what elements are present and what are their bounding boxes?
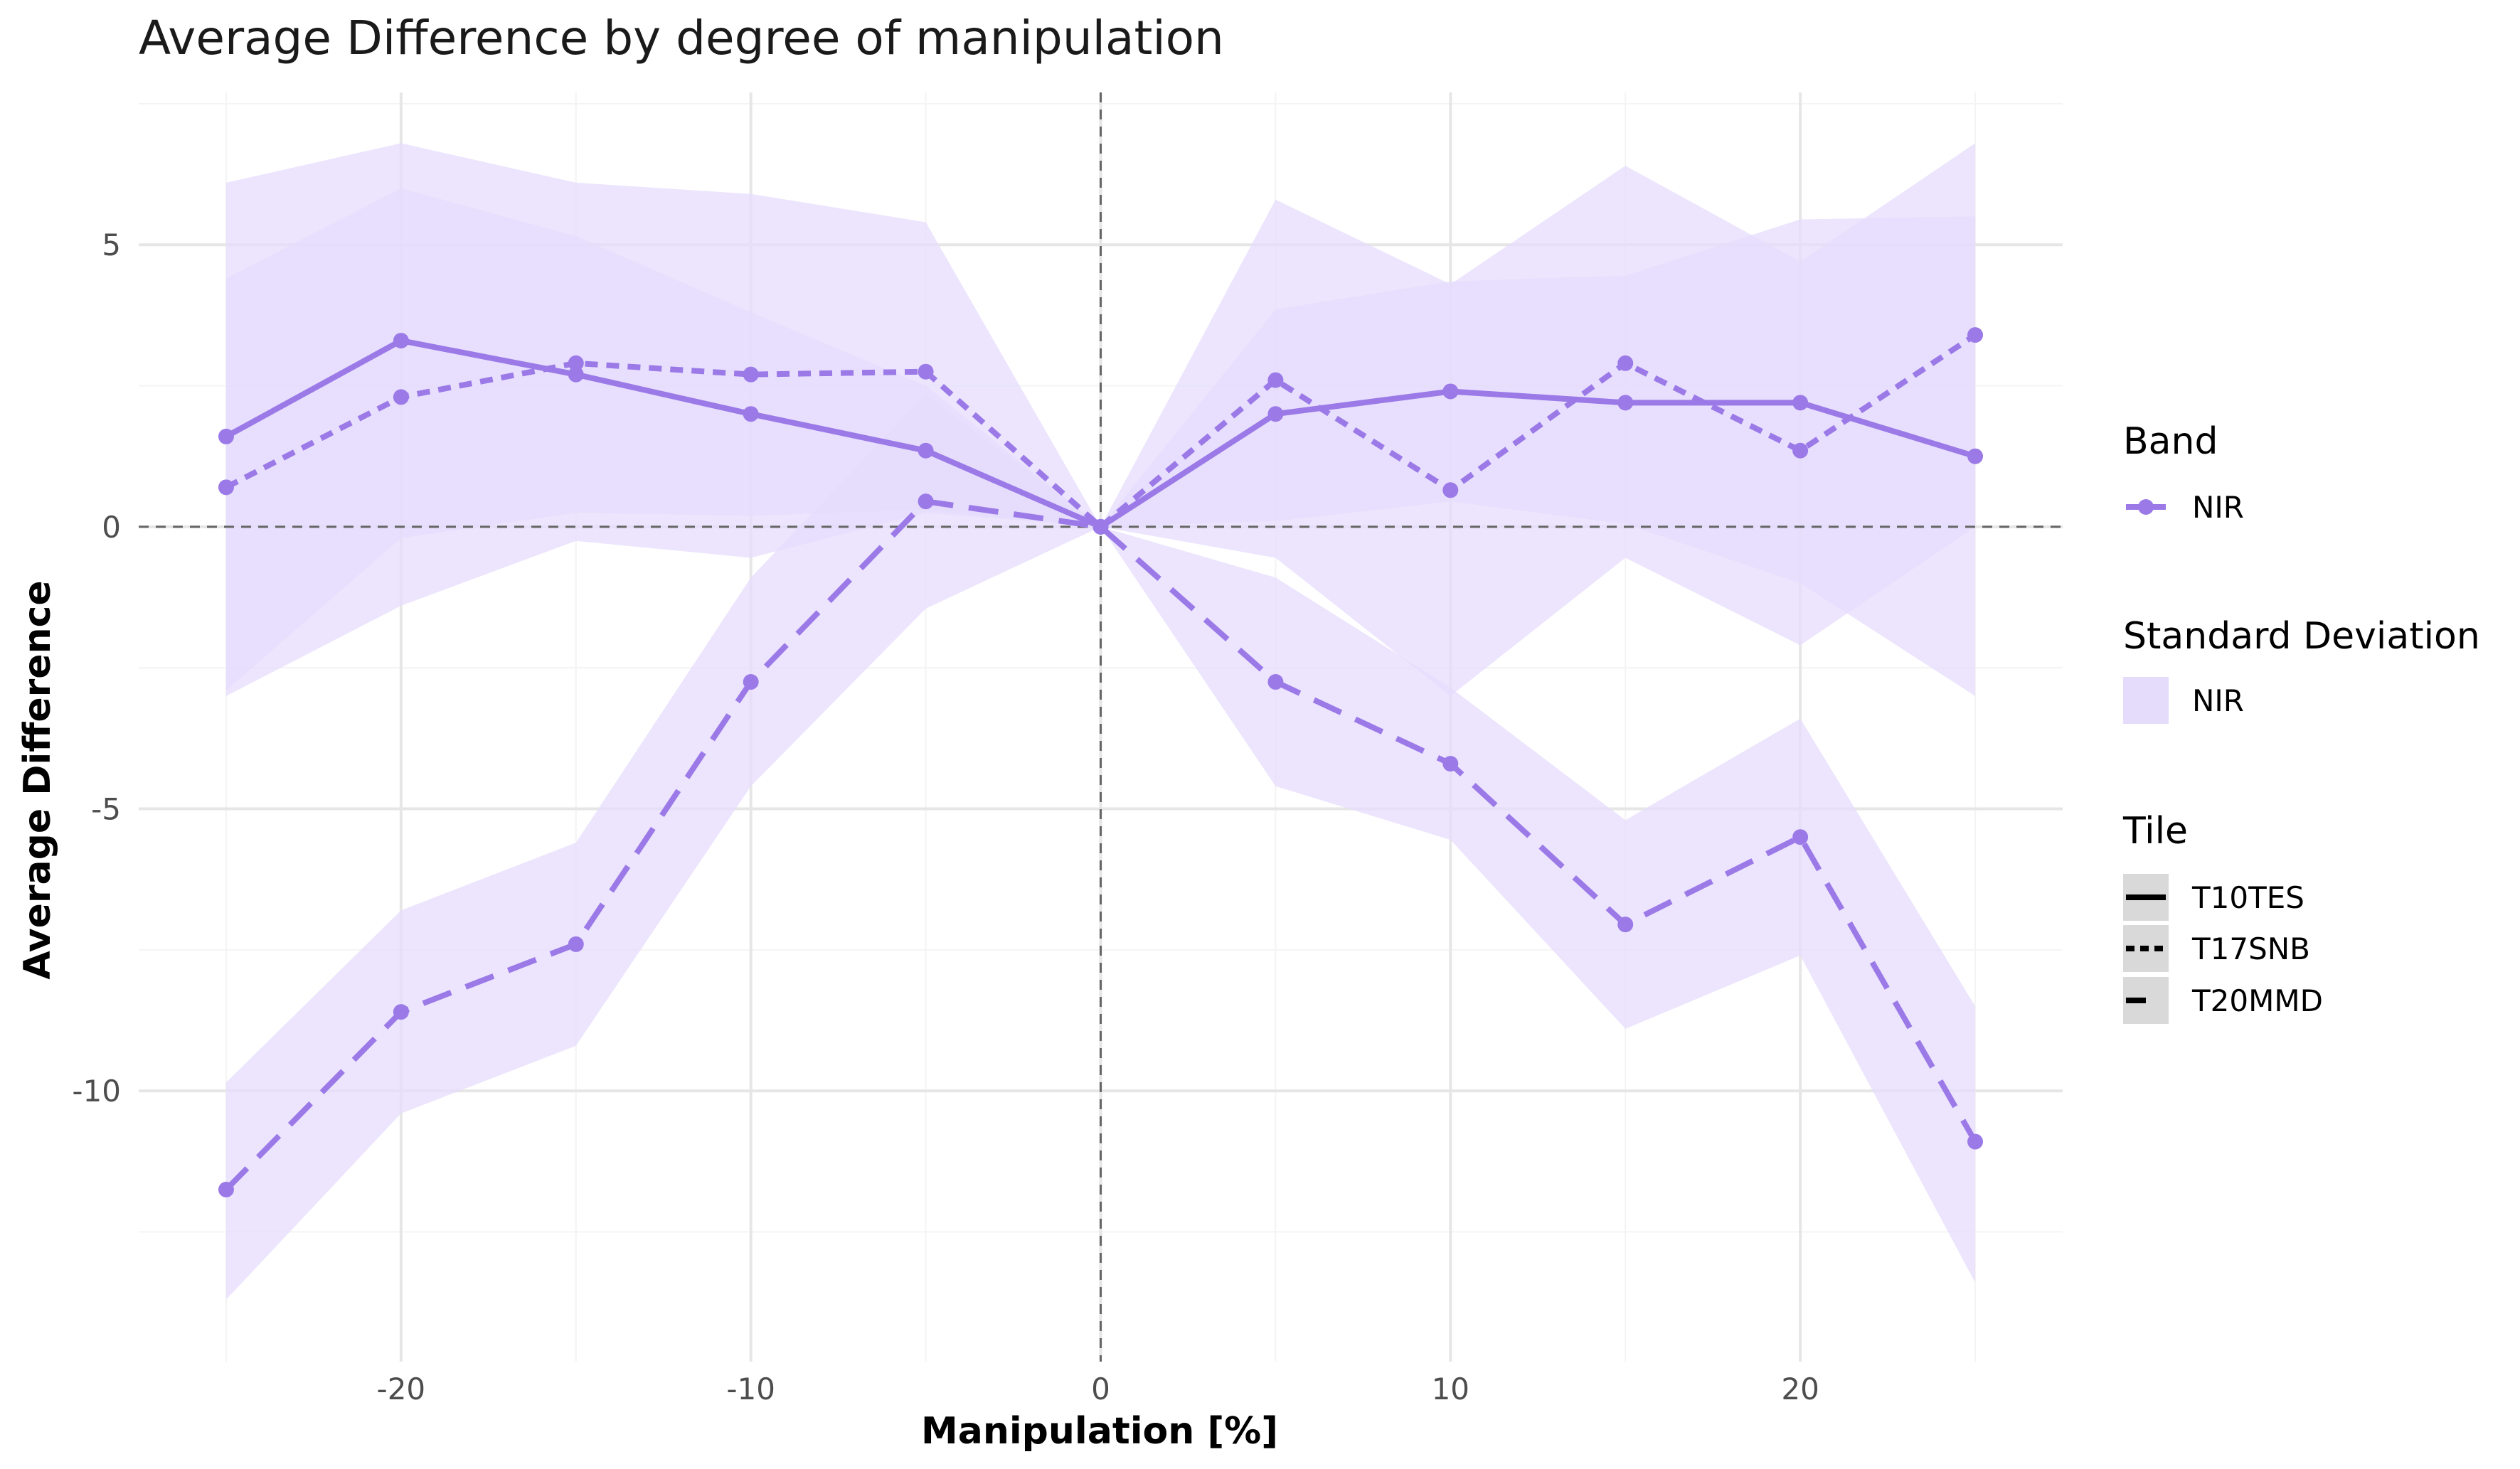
legend-tile-keys <box>2123 874 2169 1024</box>
legend-sd-title: Standard Deviation <box>2123 615 2480 658</box>
data-point-T17SNB-8 <box>1617 355 1634 371</box>
data-point-T20MMD-6 <box>1267 674 1284 690</box>
sd-band-T17SNB <box>225 188 1976 696</box>
legend-band-title: Band <box>2123 420 2218 463</box>
y-tick-label-0: 5 <box>102 228 121 262</box>
legend-band-key <box>2126 499 2166 515</box>
data-point-T17SNB-10 <box>1967 327 1984 343</box>
data-point-T20MMD-3 <box>743 674 759 690</box>
data-point-T17SNB-3 <box>743 366 759 383</box>
x-axis-title: Manipulation [%] <box>921 1410 1278 1453</box>
data-point-T20MMD-0 <box>218 1182 234 1198</box>
legend-tile-label-1: T10TES <box>2191 880 2304 915</box>
data-point-T20MMD-1 <box>393 1004 409 1020</box>
data-point-T17SNB-2 <box>568 355 584 371</box>
legend-sd-key <box>2123 677 2169 724</box>
data-point-T10TES-8 <box>1617 395 1634 411</box>
sd-band-T20MMD <box>225 394 1976 1300</box>
data-point-T20MMD-9 <box>1792 829 1809 845</box>
y-axis-title: Average Difference <box>16 580 59 979</box>
data-point-T20MMD-10 <box>1967 1133 1984 1150</box>
x-tick-label-1: -10 <box>726 1372 775 1406</box>
x-tick-label-2: 0 <box>1091 1372 1110 1406</box>
x-tick-label-0: -20 <box>377 1372 426 1406</box>
y-tick-label-3: -10 <box>72 1074 121 1109</box>
data-point-T17SNB-9 <box>1792 442 1809 459</box>
data-point-T10TES-9 <box>1792 395 1809 411</box>
data-point-T10TES-10 <box>1967 448 1984 464</box>
y-tick-label-1: 0 <box>102 510 121 545</box>
legend-tile-label-3: T20MMD <box>2191 983 2323 1018</box>
data-point-T17SNB-4 <box>918 363 934 380</box>
data-point-T17SNB-6 <box>1267 372 1284 388</box>
data-point-T10TES-7 <box>1442 383 1459 400</box>
data-point-T10TES-1 <box>393 333 409 349</box>
legend-tile-label-2: T17SNB <box>2191 931 2310 966</box>
data-point-T20MMD-4 <box>918 493 934 510</box>
data-point-T10TES-2 <box>568 366 584 383</box>
x-tick-label-3: 10 <box>1432 1372 1469 1406</box>
chart-title: Average Difference by degree of manipula… <box>139 11 1224 65</box>
data-point-T10TES-0 <box>218 428 234 444</box>
data-point-T17SNB-7 <box>1442 482 1459 498</box>
data-point-T17SNB-0 <box>218 479 234 496</box>
data-point-T10TES-3 <box>743 406 759 422</box>
legend-band-label: NIR <box>2192 490 2244 525</box>
legend-sd-label: NIR <box>2192 683 2244 718</box>
data-point-T10TES-6 <box>1267 406 1284 422</box>
series-line-T17SNB <box>225 332 1977 530</box>
data-point-T20MMD-2 <box>568 936 584 952</box>
data-point-T20MMD-7 <box>1442 756 1459 772</box>
data-point-T10TES-4 <box>918 442 934 459</box>
series-line-T20MMD <box>224 498 1978 1192</box>
legend-band-key-point <box>2138 499 2154 515</box>
x-tick-label-4: 20 <box>1781 1372 1819 1406</box>
y-tick-label-2: -5 <box>91 792 121 827</box>
legend-tile-title: Tile <box>2122 810 2188 853</box>
data-point-T20MMD-5 <box>1092 518 1109 535</box>
plot-area: -20 -10 0 10 20 5 0 -5 -10 <box>72 92 2063 1406</box>
legend: Band NIR Standard Deviation NIR Tile T10… <box>2122 420 2480 1024</box>
data-point-T17SNB-1 <box>393 389 409 405</box>
data-point-T20MMD-8 <box>1617 917 1634 933</box>
